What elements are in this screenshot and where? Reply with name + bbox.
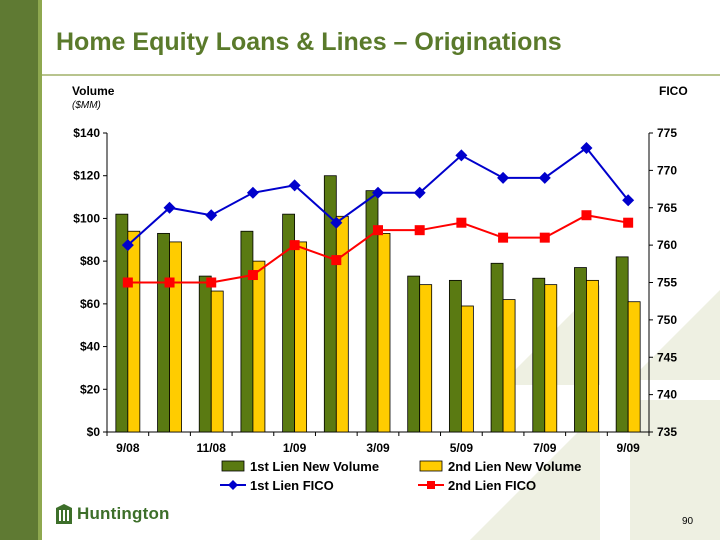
legend-label: 1st Lien FICO [250, 478, 334, 493]
left-decor-bar [0, 0, 38, 540]
point-second-lien-fico [498, 232, 509, 243]
left-tick-label: $120 [73, 169, 100, 183]
left-axis-label: Volume [72, 84, 115, 98]
left-tick-label: $20 [80, 382, 100, 396]
point-first-lien-fico [580, 141, 593, 154]
bar-second-lien [502, 299, 516, 433]
point-first-lien-fico [246, 186, 259, 199]
point-first-lien-fico [163, 201, 176, 214]
bar-second-lien [544, 284, 558, 433]
legend-swatch-bar [419, 460, 443, 472]
legend-label: 2nd Lien New Volume [448, 459, 581, 474]
point-second-lien-fico [373, 225, 383, 236]
bar-first-lien [615, 256, 629, 433]
point-second-lien-fico [414, 225, 425, 236]
right-tick-label: 740 [657, 388, 677, 402]
company-logo: Huntington [56, 503, 170, 525]
x-tick-label: 9/08 [116, 441, 140, 455]
right-tick-label: 735 [657, 425, 677, 439]
bar-first-lien [407, 275, 421, 433]
bar-second-lien [586, 279, 599, 433]
right-tick-label: 745 [657, 350, 677, 364]
point-first-lien-fico [121, 239, 134, 252]
left-axis-unit: ($MM) [72, 100, 101, 111]
bar-first-lien [240, 230, 254, 433]
bar-first-lien [490, 262, 504, 433]
right-tick-label: 760 [657, 238, 677, 252]
left-tick-label: $40 [80, 340, 100, 354]
point-second-lien-fico [164, 277, 175, 288]
legend-label: 2nd Lien FICO [448, 478, 536, 493]
bar-second-lien [210, 290, 224, 433]
bar-second-lien [127, 230, 141, 433]
x-tick-label: 1/09 [283, 441, 307, 455]
left-tick-label: $0 [87, 425, 101, 439]
legend-marker [427, 481, 435, 489]
point-first-lien-fico [288, 179, 301, 192]
left-tick-label: $140 [73, 126, 100, 140]
point-second-lien-fico [331, 255, 342, 266]
point-first-lien-fico [372, 186, 384, 199]
point-second-lien-fico [539, 232, 550, 243]
logo-mark-icon [56, 504, 72, 524]
bar-second-lien [335, 215, 349, 433]
bar-second-lien [294, 241, 308, 433]
x-tick-label: 3/09 [366, 441, 390, 455]
left-decor-stripe [38, 0, 42, 540]
title-rule [42, 74, 720, 76]
x-tick-label: 5/09 [450, 441, 474, 455]
point-second-lien-fico [623, 217, 634, 228]
point-second-lien-fico [289, 240, 300, 251]
point-first-lien-fico [455, 149, 468, 162]
left-tick-label: $80 [80, 254, 100, 268]
right-tick-label: 775 [657, 126, 677, 140]
legend-label: 1st Lien New Volume [250, 459, 379, 474]
x-tick-label: 7/09 [533, 441, 557, 455]
bar-first-lien [448, 279, 462, 433]
bar-first-lien [532, 277, 546, 433]
point-second-lien-fico [122, 277, 133, 288]
point-first-lien-fico [497, 171, 510, 184]
bar-second-lien [377, 232, 391, 433]
right-tick-label: 765 [657, 201, 677, 215]
left-tick-label: $100 [73, 211, 100, 225]
slide-title: Home Equity Loans & Lines – Originations [56, 28, 562, 56]
legend-marker [228, 480, 238, 490]
point-first-lien-fico [622, 194, 635, 207]
bar-second-lien [419, 284, 433, 433]
page-number: 90 [682, 516, 694, 527]
legend-swatch-bar [221, 460, 245, 472]
x-tick-label: 11/08 [197, 441, 227, 455]
point-second-lien-fico [456, 217, 467, 228]
point-first-lien-fico [413, 186, 426, 199]
bar-first-lien [157, 232, 170, 433]
point-first-lien-fico [330, 216, 343, 229]
right-tick-label: 770 [657, 163, 677, 177]
left-tick-label: $60 [80, 297, 100, 311]
bar-second-lien [627, 301, 641, 433]
right-tick-label: 755 [657, 276, 677, 290]
x-tick-label: 9/09 [616, 441, 640, 455]
bar-first-lien [198, 275, 212, 433]
right-axis-label: FICO [659, 84, 688, 98]
point-first-lien-fico [538, 171, 551, 184]
right-tick-label: 750 [657, 313, 677, 327]
point-second-lien-fico [581, 210, 592, 221]
bar-second-lien [169, 241, 182, 433]
bar-second-lien [252, 260, 266, 433]
bar-first-lien [574, 267, 587, 433]
logo-text: Huntington [77, 504, 170, 523]
point-second-lien-fico [247, 270, 258, 281]
bar-second-lien [460, 305, 474, 433]
point-first-lien-fico [205, 209, 218, 222]
point-second-lien-fico [206, 277, 217, 288]
